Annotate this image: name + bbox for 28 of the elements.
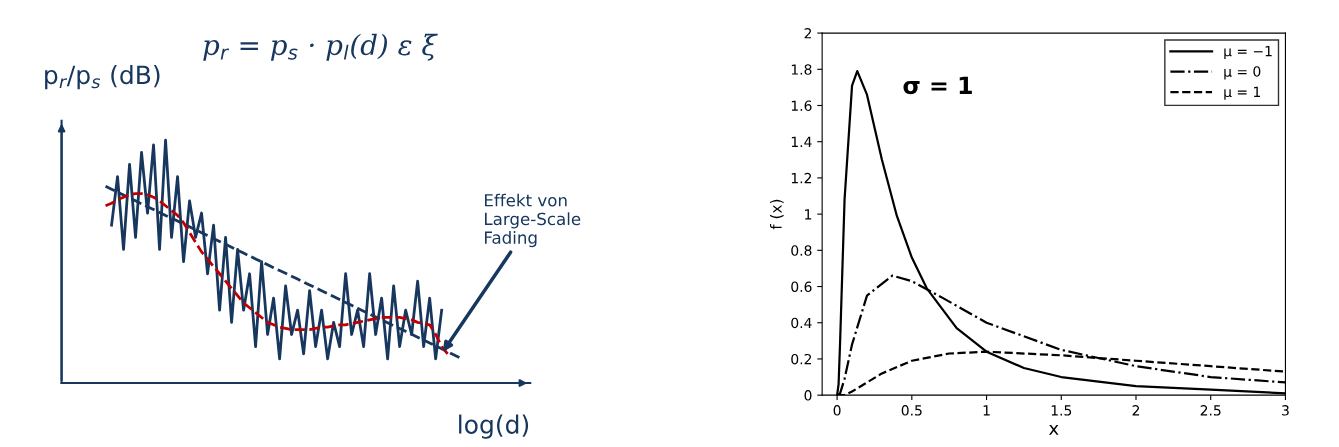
x-tick-label: 2	[1132, 405, 1140, 416]
annotation: σ = 1	[903, 76, 972, 95]
x-tick-label: 1	[983, 405, 990, 416]
y-tick-label: 0.4	[791, 317, 812, 329]
y-tick-label: 0.2	[791, 353, 812, 365]
x-axis-title: x	[1048, 424, 1059, 435]
legend-label: μ = −1	[1224, 46, 1272, 60]
legend-label: μ = 0	[1224, 66, 1261, 80]
y-tick-label: 0.8	[791, 245, 812, 256]
x-tick-label: 0	[833, 405, 841, 416]
y-tick-label: 1.6	[791, 100, 812, 111]
y-tick-label: 0	[804, 390, 812, 401]
y-tick-label: 1.2	[791, 172, 812, 184]
x-tick-label: 2.5	[1200, 405, 1221, 416]
y-tick-label: 1	[805, 209, 812, 220]
x-axis-title: log(d)	[459, 414, 529, 439]
x-tick-label: 0.5	[901, 405, 922, 416]
y-axis-title: p$_{r}$/p$_{s}$ (dB)	[45, 64, 160, 90]
y-tick-label: 1.4	[791, 136, 812, 147]
x-tick-label: 1.5	[1051, 405, 1072, 416]
chart-title: p$_{r}$ = p$_{s}$ · p$_{l}$(d) ε ξ	[203, 33, 438, 61]
y-tick-label: 0.6	[791, 281, 812, 292]
y-axis-title: f (x)	[769, 199, 784, 230]
x-tick-label: 3	[1282, 405, 1289, 416]
y-tick-label: 2	[804, 28, 812, 39]
y-tick-label: 1.8	[791, 64, 812, 75]
text: Effekt von Large-Scale Fading	[485, 193, 581, 248]
legend-label: μ = 1	[1224, 86, 1261, 100]
